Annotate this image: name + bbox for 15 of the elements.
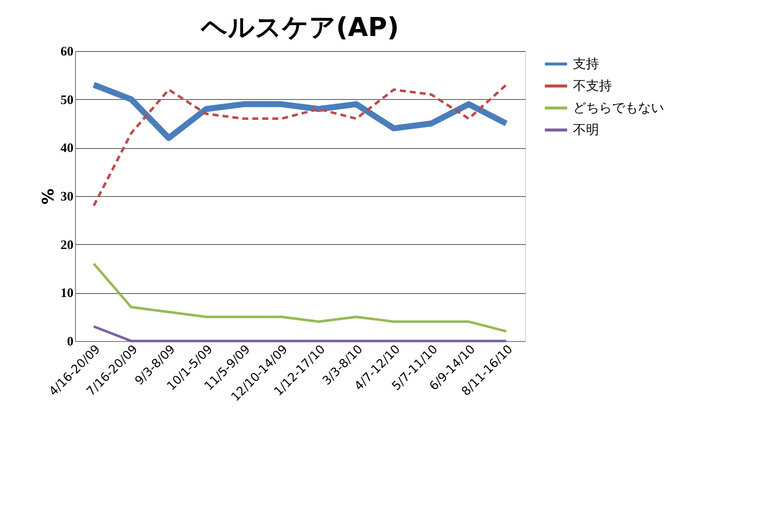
y-tick-label: 20 bbox=[60, 236, 74, 252]
legend-label: どちらでもない bbox=[573, 101, 664, 116]
y-axis-title: % bbox=[38, 188, 58, 205]
legend-label: 不明 bbox=[573, 123, 599, 138]
y-tick-label: 60 bbox=[60, 44, 74, 58]
legend-label: 支持 bbox=[573, 57, 599, 72]
y-tick-label: 50 bbox=[60, 92, 74, 107]
y-tick-label: 40 bbox=[60, 140, 74, 156]
line-series bbox=[92, 262, 508, 333]
chart-title: ヘルスケア(AP) bbox=[200, 13, 399, 43]
line-series bbox=[92, 84, 508, 207]
y-tick-label: 30 bbox=[60, 188, 74, 204]
y-tick-label: 10 bbox=[60, 285, 74, 300]
y-tick-label: 0 bbox=[67, 334, 74, 348]
legend-label: 不支持 bbox=[573, 79, 612, 94]
